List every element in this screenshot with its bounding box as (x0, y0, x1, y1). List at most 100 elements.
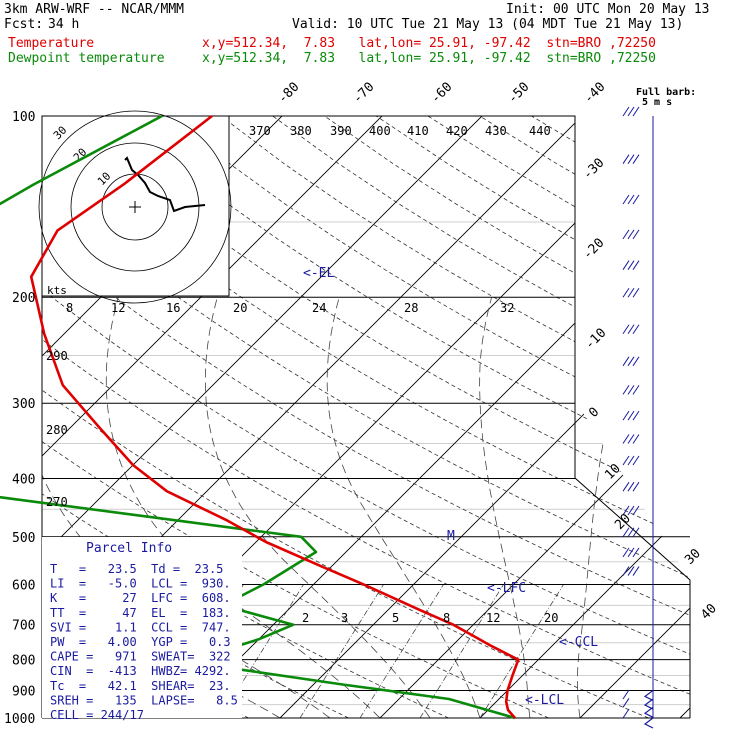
dry-adiabat-label: 290 (46, 349, 68, 363)
mixing-ratio-label: 2 (302, 611, 309, 625)
dewpoint-legend-label: Dewpoint temperature (8, 51, 165, 66)
wind-barb-flag (622, 287, 630, 298)
moist-adiabat (205, 297, 431, 718)
parcel-info-row: T = 23.5 Td = 23.5 (50, 562, 223, 576)
dry-adiabat (324, 116, 690, 718)
isotherm (42, 116, 483, 718)
wind-barb (622, 566, 640, 576)
wind-barb-flag (632, 260, 640, 270)
wind-barb-flag (627, 547, 635, 558)
wind-barb (622, 455, 640, 466)
parcel-info-row: SVI = 1.1 CCL = 747. (50, 620, 231, 634)
wind-barb (622, 527, 640, 538)
pressure-label-1000: 1000 (4, 712, 35, 727)
dry-adiabat (583, 116, 690, 718)
mixing-ratio-line (479, 584, 564, 718)
wind-barb-flag (622, 229, 630, 240)
isotherm-label-right: -20 (580, 236, 607, 263)
moist-adiabat (326, 297, 481, 718)
hodograph-speed-label: 8 (66, 301, 73, 315)
wind-barb (643, 689, 654, 701)
wind-barb-flag (622, 689, 630, 700)
mixing-ratio-label: 3 (341, 611, 348, 625)
wind-barb (622, 708, 654, 729)
valid-time: Valid: 10 UTC Tue 21 May 13 (04 MDT Tue … (292, 17, 684, 32)
dry-adiabat (168, 116, 690, 718)
init-time: Init: 00 UTC Mon 20 May 13 (506, 2, 710, 17)
mixing-ratio-label: 20 (544, 611, 558, 625)
wind-barb-flag (632, 356, 640, 367)
wind-barb-flag (632, 434, 640, 444)
wind-barb-flag (622, 455, 630, 466)
wind-barb (622, 194, 640, 205)
parcel-info-row: Tc = 42.1 SHEAR= 23. (50, 679, 231, 693)
wind-barb-flag (627, 194, 635, 205)
wind-barb (622, 434, 640, 444)
barb-key-title: Full barb: (636, 87, 696, 98)
wind-barb-flag (627, 154, 635, 164)
wind-barb (622, 410, 640, 421)
lfc-marker: <-LFC (487, 581, 526, 596)
wind-barb (622, 324, 640, 335)
wind-barb-low (643, 717, 654, 729)
wind-barb-flag (627, 385, 635, 395)
wind-barb (622, 481, 640, 492)
wind-barb-flag (632, 455, 640, 466)
hodograph-speed-label: 28 (404, 301, 418, 315)
wind-barb-flag (627, 527, 635, 538)
wind-barb-flag (632, 481, 640, 492)
wind-barb-flag (622, 356, 630, 367)
wind-barb-flag (627, 106, 635, 117)
wind-barb-flag (622, 527, 630, 538)
hodograph-speed-label: 16 (166, 301, 180, 315)
el-marker: <-EL (303, 266, 334, 281)
wind-barb-flag (622, 410, 630, 421)
m-marker: M (447, 529, 455, 544)
wind-barb-flag (632, 194, 640, 205)
wind-barb-flag (632, 566, 640, 576)
wind-barb-flag (627, 229, 635, 240)
wind-barb-flag (622, 566, 630, 576)
temperature-legend-label: Temperature (8, 36, 95, 51)
parcel-info-row: CAPE = 971 SWEAT= 322 (50, 650, 231, 664)
wind-barb-flag (627, 324, 635, 335)
parcel-info-row: LI = -5.0 LCL = 930. (50, 577, 231, 591)
wind-barb (622, 260, 640, 270)
parcel-info-title: Parcel Info (86, 541, 172, 556)
dry-adiabat (65, 116, 690, 718)
wind-barb-flag (632, 505, 640, 516)
parcel-info-row: K = 27 LFC = 608. (50, 591, 231, 605)
wind-barb-flag (632, 324, 640, 335)
hodograph-trace (124, 156, 206, 213)
parcel-info-row: CIN = -413 HWBZ= 4292. (50, 664, 231, 678)
wind-barb-flag (622, 505, 630, 516)
wind-barb-flag (622, 154, 630, 164)
pressure-label-300: 300 (12, 397, 35, 412)
wind-barb (622, 356, 640, 367)
isotherm-label-right: 40 (698, 601, 720, 623)
parcel-info-row: SREH = 135 LAPSE= 8.5 (50, 693, 238, 707)
isotherm (479, 116, 690, 718)
dry-adiabat (117, 116, 690, 718)
pressure-label-700: 700 (12, 619, 35, 634)
wind-barb-low (643, 698, 654, 710)
isotherm (379, 116, 690, 718)
isotherm-label-top: -80 (275, 80, 302, 107)
dry-adiabat (375, 116, 690, 718)
hodograph-speed-label: 20 (233, 301, 247, 315)
isotherm-label-right: 30 (682, 546, 704, 568)
hodograph-speed-label: 32 (500, 301, 514, 315)
parcel-info-row: PW = 4.00 YGP = 0.3 (50, 635, 231, 649)
pressure-label-600: 600 (12, 578, 35, 593)
isotherm-label-right: 0 (586, 405, 602, 421)
wind-barb-flag (627, 455, 635, 466)
temperature-profile (29, 114, 520, 719)
wind-barb-flag (632, 527, 640, 538)
wind-barb-flag (632, 106, 640, 117)
wind-barb-low (643, 689, 654, 701)
wind-barb (622, 698, 654, 718)
hodograph-kts-label: kts (47, 284, 67, 297)
wind-barb-flag (627, 481, 635, 492)
dry-adiabat (42, 116, 690, 718)
